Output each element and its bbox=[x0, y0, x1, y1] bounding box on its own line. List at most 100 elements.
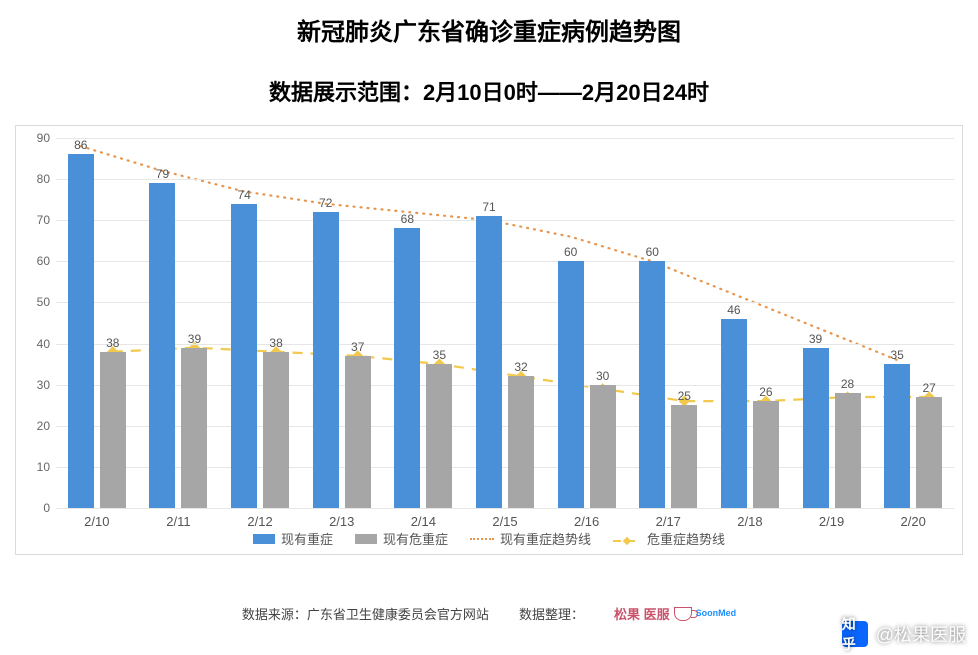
x-axis-label: 2/19 bbox=[819, 508, 844, 529]
bar-severe: 68 bbox=[394, 228, 420, 508]
legend-label: 现有重症 bbox=[281, 529, 333, 548]
x-axis-label: 2/14 bbox=[411, 508, 436, 529]
category-group: 6030 bbox=[558, 138, 616, 508]
bar-value-label: 46 bbox=[727, 303, 740, 319]
category-group: 6835 bbox=[394, 138, 452, 508]
bar-value-label: 26 bbox=[759, 385, 772, 401]
category-group: 8638 bbox=[68, 138, 126, 508]
bar-severe: 79 bbox=[149, 183, 175, 508]
bar-severe: 35 bbox=[884, 364, 910, 508]
bar-value-label: 68 bbox=[401, 212, 414, 228]
bar-critical: 39 bbox=[181, 348, 207, 508]
bar-value-label: 37 bbox=[351, 340, 364, 356]
bar-critical: 38 bbox=[263, 352, 289, 508]
x-axis-label: 2/12 bbox=[247, 508, 272, 529]
bar-critical: 38 bbox=[100, 352, 126, 508]
category-group: 7132 bbox=[476, 138, 534, 508]
bar-value-label: 79 bbox=[156, 167, 169, 183]
zhihu-icon: 知乎 bbox=[842, 621, 868, 647]
bar-critical: 26 bbox=[753, 401, 779, 508]
legend-swatch bbox=[253, 534, 275, 544]
bar-value-label: 38 bbox=[269, 336, 282, 352]
category-group: 7438 bbox=[231, 138, 289, 508]
bar-value-label: 28 bbox=[841, 377, 854, 393]
category-group: 3527 bbox=[884, 138, 942, 508]
bar-value-label: 71 bbox=[482, 200, 495, 216]
bar-value-label: 72 bbox=[319, 196, 332, 212]
bar-critical: 25 bbox=[671, 405, 697, 508]
sub-title: 数据展示范围：2月10日0时——2月20日24时 bbox=[0, 75, 978, 107]
bar-severe: 60 bbox=[639, 261, 665, 508]
category-group: 7237 bbox=[313, 138, 371, 508]
bar-value-label: 30 bbox=[596, 369, 609, 385]
x-axis-label: 2/11 bbox=[166, 508, 190, 529]
footer: 数据来源：广东省卫生健康委员会官方网站 数据整理： 松果 医服 SoonMed bbox=[0, 604, 978, 623]
bar-value-label: 32 bbox=[514, 360, 527, 376]
legend-label: 现有重症趋势线 bbox=[500, 529, 591, 548]
x-axis-label: 2/13 bbox=[329, 508, 354, 529]
bar-severe: 39 bbox=[803, 348, 829, 508]
watermark: 知乎 @松果医服 bbox=[842, 621, 966, 647]
x-axis-label: 2/17 bbox=[656, 508, 681, 529]
org-label: 数据整理： bbox=[519, 604, 584, 623]
source-text: 数据来源：广东省卫生健康委员会官方网站 bbox=[242, 604, 489, 623]
y-axis-label: 20 bbox=[37, 419, 50, 433]
bar-value-label: 39 bbox=[188, 332, 201, 348]
bar-value-label: 35 bbox=[890, 348, 903, 364]
y-axis-label: 50 bbox=[37, 295, 50, 309]
plot-area: 010203040506070809086382/1079392/1174382… bbox=[56, 138, 954, 508]
x-axis-label: 2/20 bbox=[901, 508, 926, 529]
bar-severe: 72 bbox=[313, 212, 339, 508]
x-axis-label: 2/10 bbox=[84, 508, 109, 529]
watermark-text: @松果医服 bbox=[876, 621, 966, 647]
bar-severe: 60 bbox=[558, 261, 584, 508]
bar-value-label: 60 bbox=[564, 245, 577, 261]
bar-value-label: 86 bbox=[74, 138, 87, 154]
bar-severe: 71 bbox=[476, 216, 502, 508]
legend: 现有重症 现有危重症 现有重症趋势线 危重症趋势线 bbox=[16, 529, 962, 548]
x-axis-label: 2/16 bbox=[574, 508, 599, 529]
bar-value-label: 38 bbox=[106, 336, 119, 352]
y-axis-label: 40 bbox=[37, 337, 50, 351]
legend-label: 现有危重症 bbox=[383, 529, 448, 548]
y-axis-label: 60 bbox=[37, 254, 50, 268]
y-axis-label: 30 bbox=[37, 378, 50, 392]
bar-severe: 74 bbox=[231, 204, 257, 508]
bar-critical: 37 bbox=[345, 356, 371, 508]
legend-item-severe: 现有重症 bbox=[253, 529, 333, 548]
y-axis-label: 70 bbox=[37, 213, 50, 227]
y-axis-label: 80 bbox=[37, 172, 50, 186]
y-axis-label: 0 bbox=[43, 501, 50, 515]
bar-critical: 30 bbox=[590, 385, 616, 508]
x-axis-label: 2/15 bbox=[492, 508, 517, 529]
bar-severe: 46 bbox=[721, 319, 747, 508]
bar-value-label: 74 bbox=[237, 188, 250, 204]
legend-swatch bbox=[355, 534, 377, 544]
cup-icon bbox=[674, 607, 692, 621]
bar-value-label: 39 bbox=[809, 332, 822, 348]
bar-severe: 86 bbox=[68, 154, 94, 508]
category-group: 4626 bbox=[721, 138, 779, 508]
legend-swatch bbox=[613, 534, 641, 544]
y-axis-label: 10 bbox=[37, 460, 50, 474]
bar-critical: 35 bbox=[426, 364, 452, 508]
category-group: 3928 bbox=[803, 138, 861, 508]
bar-critical: 27 bbox=[916, 397, 942, 508]
y-axis-label: 90 bbox=[37, 131, 50, 145]
category-group: 6025 bbox=[639, 138, 697, 508]
bar-value-label: 60 bbox=[646, 245, 659, 261]
bar-value-label: 27 bbox=[922, 381, 935, 397]
bar-value-label: 25 bbox=[678, 389, 691, 405]
legend-item-severe_trend: 现有重症趋势线 bbox=[470, 529, 591, 548]
legend-item-critical_trend: 危重症趋势线 bbox=[613, 529, 725, 548]
category-group: 7939 bbox=[149, 138, 207, 508]
legend-label: 危重症趋势线 bbox=[647, 529, 725, 548]
bar-critical: 28 bbox=[835, 393, 861, 508]
bar-critical: 32 bbox=[508, 376, 534, 508]
brand-logo: 松果 医服 SoonMed bbox=[614, 604, 736, 623]
chart-container: 010203040506070809086382/1079392/1174382… bbox=[15, 125, 963, 555]
legend-item-critical: 现有危重症 bbox=[355, 529, 448, 548]
x-axis-label: 2/18 bbox=[737, 508, 762, 529]
main-title: 新冠肺炎广东省确诊重症病例趋势图 bbox=[0, 12, 978, 47]
bar-value-label: 35 bbox=[433, 348, 446, 364]
